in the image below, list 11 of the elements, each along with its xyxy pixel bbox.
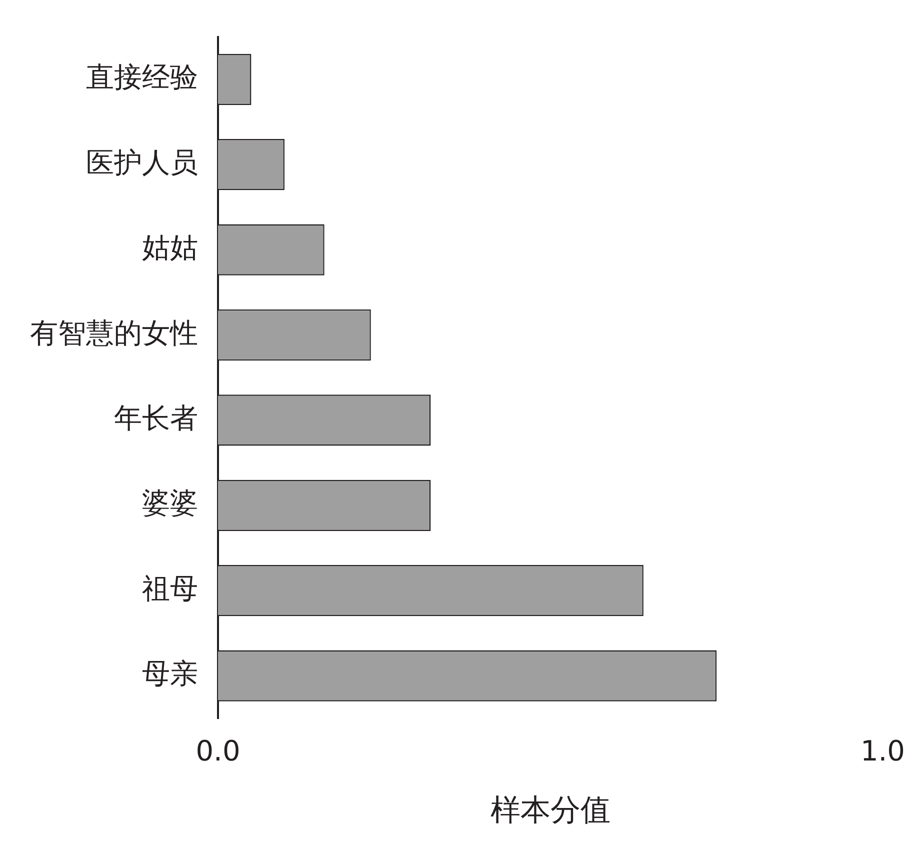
y-tick-label: 医护人员 <box>86 146 198 179</box>
y-tick-label: 直接经验 <box>86 60 198 94</box>
x-axis-title: 样本分值 <box>490 792 610 828</box>
x-tick-label: 0.0 <box>196 734 240 768</box>
y-tick-label: 母亲 <box>142 657 198 690</box>
x-tick-label: 1.0 <box>860 734 905 768</box>
y-tick-label: 祖母 <box>142 572 198 605</box>
y-tick-label: 婆婆 <box>142 486 198 520</box>
y-tick-label: 年长者 <box>114 401 198 434</box>
y-tick-label: 姑姑 <box>142 231 198 264</box>
y-tick-label: 有智慧的女性 <box>30 316 198 350</box>
